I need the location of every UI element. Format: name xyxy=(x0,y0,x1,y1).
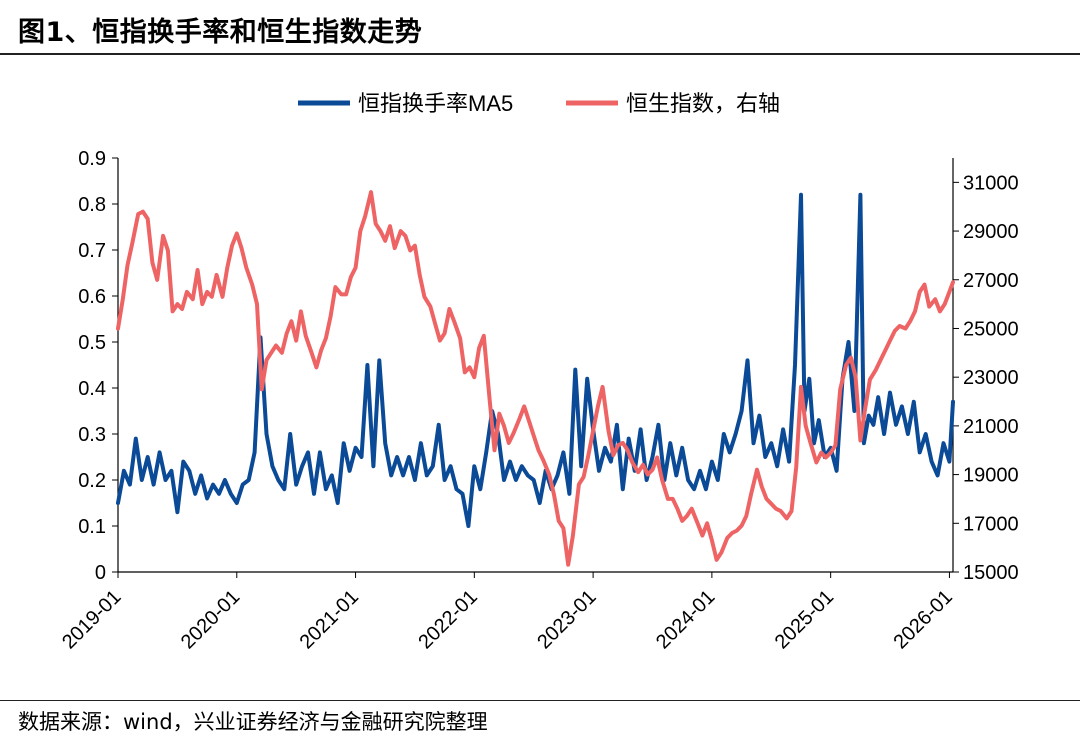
plot-area xyxy=(116,190,955,567)
chart-title: 图1、恒指换手率和恒生指数走势 xyxy=(18,17,423,48)
legend-label-hsi: 恒生指数，右轴 xyxy=(626,91,780,116)
axes: 0 0.1 0.2 0.3 0.4 0.5 0.6 0.7 0.8 0.9 15000 17000 19… xyxy=(58,148,1019,653)
left-tick-label: 0.4 xyxy=(78,378,106,400)
source-note: 数据来源：wind，兴业证券经济与金融研究院整理 xyxy=(18,710,488,734)
left-tick-label: 0.5 xyxy=(78,332,106,354)
left-tick-label: 0.7 xyxy=(78,240,106,262)
x-tick-label: 2019-01 xyxy=(58,586,125,653)
series-line-hsi xyxy=(116,190,955,567)
legend-label-turnover: 恒指换手率MA5 xyxy=(358,91,513,116)
x-tick-label: 2024-01 xyxy=(652,586,719,653)
right-tick-label: 23000 xyxy=(963,367,1019,389)
left-tick-label: 0.8 xyxy=(78,194,106,216)
x-tick-label: 2025-01 xyxy=(771,586,838,653)
left-tick-label: 0.9 xyxy=(78,148,106,170)
right-tick-label: 21000 xyxy=(963,416,1019,438)
x-tick-label: 2021-01 xyxy=(296,586,363,653)
x-tick-label: 2026-01 xyxy=(890,586,957,653)
title-divider xyxy=(0,53,1080,55)
left-tick-label: 0.6 xyxy=(78,286,106,308)
left-tick-label: 0.3 xyxy=(78,424,106,446)
right-tick-label: 31000 xyxy=(963,172,1019,194)
footer-divider xyxy=(0,700,1080,701)
right-tick-label: 29000 xyxy=(963,221,1019,243)
left-tick-label: 0.1 xyxy=(78,516,106,538)
x-tick-label: 2023-01 xyxy=(533,586,600,653)
x-tick-label: 2020-01 xyxy=(177,586,244,653)
right-tick-label: 15000 xyxy=(963,562,1019,584)
series-line-turnover-ma5 xyxy=(116,192,955,528)
left-tick-label: 0 xyxy=(95,562,106,584)
x-tick-label: 2022-01 xyxy=(414,586,481,653)
right-tick-label: 17000 xyxy=(963,513,1019,535)
left-tick-label: 0.2 xyxy=(78,470,106,492)
right-tick-label: 19000 xyxy=(963,465,1019,487)
right-tick-label: 25000 xyxy=(963,318,1019,340)
chart: 恒指换手率MA5 恒生指数，右轴 00.10.20.30.40.50.60.70… xyxy=(58,91,1019,653)
right-tick-label: 27000 xyxy=(963,270,1019,292)
legend: 恒指换手率MA5 恒生指数，右轴 xyxy=(298,91,780,116)
